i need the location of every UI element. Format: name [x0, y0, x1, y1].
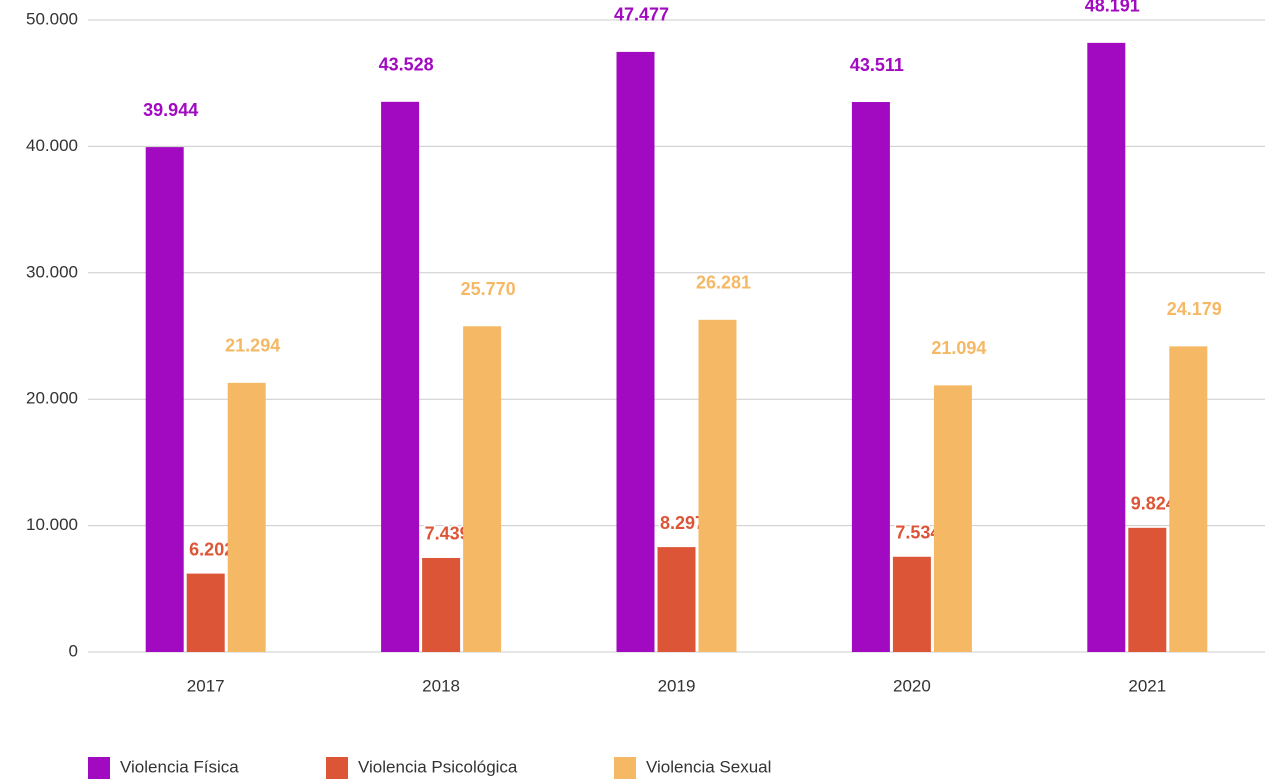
- value-label: 7.534: [895, 523, 940, 543]
- bar: [933, 385, 972, 652]
- value-label: 7.439: [425, 524, 470, 544]
- x-tick-label: 2017: [187, 676, 225, 695]
- bar: [186, 573, 225, 652]
- value-label: 21.094: [931, 338, 986, 358]
- bar: [227, 382, 266, 652]
- x-tick-label: 2020: [893, 676, 931, 695]
- y-tick-label: 20.000: [26, 389, 78, 408]
- y-tick-label: 0: [69, 641, 78, 660]
- bar: [657, 547, 696, 652]
- value-label: 39.944: [143, 100, 198, 120]
- value-label: 8.297: [660, 513, 705, 533]
- legend-swatch: [614, 757, 636, 779]
- bar: [422, 557, 461, 652]
- legend-swatch: [88, 757, 110, 779]
- y-tick-label: 30.000: [26, 262, 78, 281]
- value-label: 21.294: [225, 336, 280, 356]
- bar: [145, 147, 184, 652]
- value-label: 48.191: [1085, 0, 1140, 16]
- legend-label: Violencia Sexual: [646, 757, 771, 776]
- legend-label: Violencia Psicológica: [358, 757, 518, 776]
- bar: [616, 51, 655, 652]
- bar: [1128, 527, 1167, 652]
- x-tick-label: 2019: [658, 676, 696, 695]
- value-label: 43.511: [850, 55, 904, 75]
- bar: [1169, 346, 1208, 652]
- value-label: 24.179: [1167, 299, 1222, 319]
- value-label: 9.824: [1131, 494, 1176, 514]
- bar: [892, 556, 931, 652]
- value-label: 6.202: [189, 539, 234, 559]
- legend-label: Violencia Física: [120, 757, 239, 776]
- value-label: 47.477: [614, 5, 669, 25]
- value-label: 43.528: [379, 55, 434, 75]
- x-tick-label: 2018: [422, 676, 460, 695]
- y-tick-label: 40.000: [26, 136, 78, 155]
- bar: [851, 102, 890, 653]
- value-label: 25.770: [461, 279, 516, 299]
- bar: [463, 326, 502, 652]
- bar: [381, 101, 420, 652]
- x-tick-label: 2021: [1128, 676, 1166, 695]
- bar: [698, 319, 737, 652]
- value-label: 26.281: [696, 273, 751, 293]
- y-tick-label: 50.000: [26, 9, 78, 28]
- y-tick-label: 10.000: [26, 515, 78, 534]
- legend-swatch: [326, 757, 348, 779]
- bar: [1087, 42, 1126, 652]
